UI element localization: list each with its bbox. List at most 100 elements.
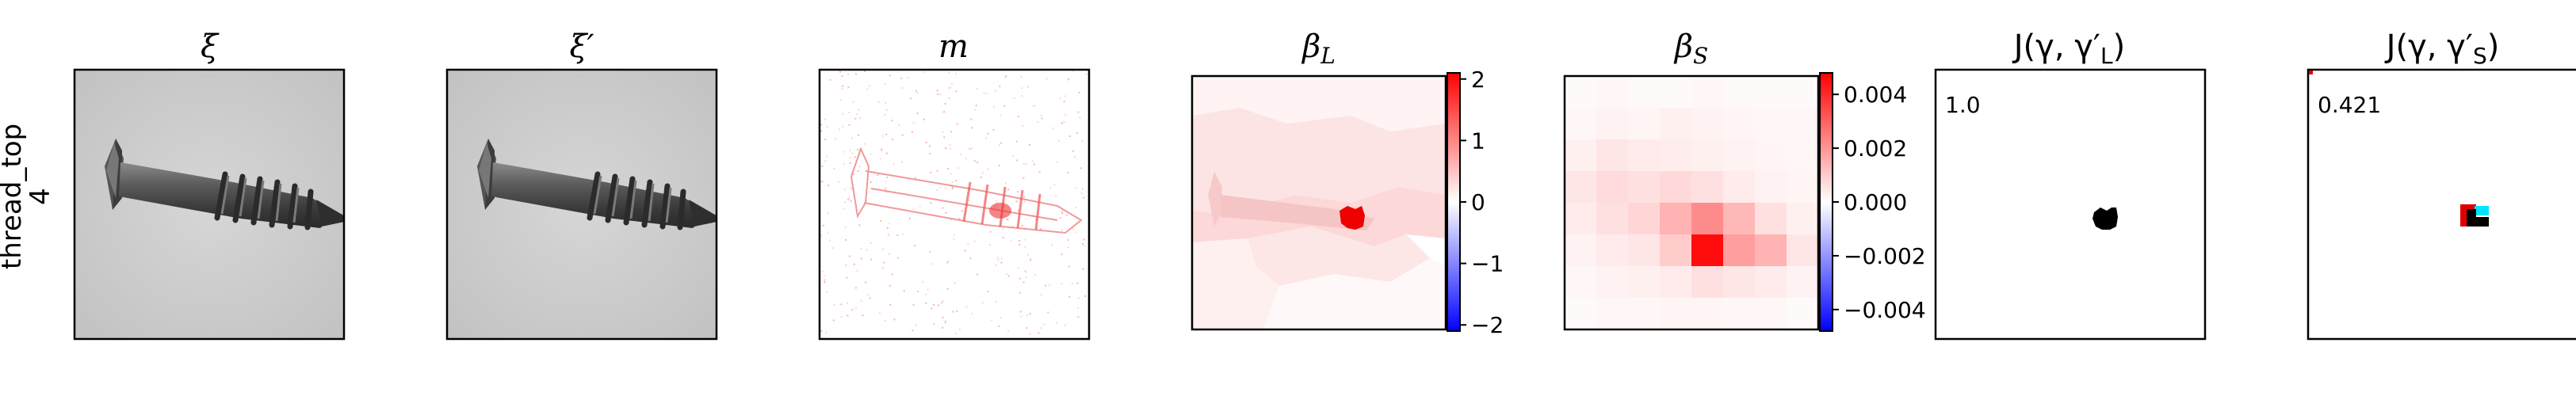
beta-S-cell — [1787, 298, 1818, 329]
panel-beta-S: βS 0.004 0.002 0.000 −0.002 −0.004 — [1563, 29, 1926, 332]
speckle-dot — [888, 234, 890, 237]
speckle-dot — [908, 218, 911, 219]
speckle-dot — [915, 89, 917, 92]
beta-S-cell — [1660, 108, 1691, 139]
speckle-dot — [824, 281, 826, 284]
speckle-dot — [889, 223, 891, 225]
speckle-dot — [866, 88, 869, 90]
beta-S-cell — [1660, 298, 1691, 329]
speckle-dot — [1002, 237, 1004, 239]
speckle-dot — [1076, 282, 1079, 284]
speckle-dot — [824, 275, 826, 277]
speckle-dot — [900, 77, 903, 79]
speckle-dot — [912, 121, 915, 124]
speckle-dot — [889, 284, 891, 287]
colorbar-beta-S: 0.004 0.002 0.000 −0.002 −0.004 — [1819, 72, 1926, 332]
speckle-dot — [936, 89, 938, 92]
speckle-dot — [1041, 294, 1043, 296]
speckle-dot — [1077, 111, 1080, 113]
speckle-dot — [846, 276, 848, 279]
speckle-dot — [953, 238, 955, 240]
speckle-dot — [1056, 161, 1058, 163]
beta-S-cell — [1565, 234, 1596, 266]
speckle-dot — [1048, 284, 1050, 286]
panel-title-J-S: J(γ, γ′S) — [2384, 29, 2500, 69]
colorbar-beta-S-tick-label: 0.000 — [1844, 189, 1907, 215]
speckle-dot — [999, 114, 1002, 116]
speckle-dot — [971, 127, 973, 129]
speckle-dot — [865, 281, 867, 284]
speckle-dot — [1022, 177, 1025, 179]
speckle-dot — [847, 198, 850, 200]
speckle-dot — [1052, 127, 1054, 129]
speckle-dot — [862, 314, 864, 317]
speckle-dot — [1018, 116, 1020, 117]
speckle-dot — [829, 78, 831, 81]
speckle-dot — [925, 293, 927, 295]
speckle-dot — [1029, 143, 1030, 146]
speckle-dot — [889, 74, 891, 77]
speckle-dot — [827, 231, 829, 234]
row-label-line-2: 4 — [25, 188, 56, 205]
colorbar-beta-L-tick-label: 0 — [1471, 189, 1485, 215]
speckle-dot — [1025, 276, 1027, 279]
beta-S-cell — [1691, 234, 1723, 266]
beta-S-cell — [1596, 266, 1628, 298]
speckle-dot — [842, 85, 843, 87]
beta-S-cell — [1691, 266, 1723, 298]
speckle-dot — [822, 224, 824, 227]
speckle-dot — [1073, 156, 1076, 158]
speckle-dot — [1016, 159, 1019, 162]
beta-S-cell — [1660, 171, 1691, 203]
speckle-dot — [860, 299, 862, 302]
speckle-dot — [1067, 172, 1069, 173]
colorbar-beta-L-tick-label: 1 — [1471, 128, 1485, 154]
beta-S-cell — [1565, 171, 1596, 203]
speckle-dot — [896, 234, 899, 237]
speckle-dot — [1007, 188, 1010, 191]
speckle-dot — [985, 93, 988, 94]
beta-S-cell — [1755, 76, 1787, 108]
speckle-dot — [891, 273, 893, 276]
speckle-dot — [902, 233, 904, 235]
speckle-dot — [991, 319, 993, 322]
speckle-dot — [930, 202, 932, 204]
speckle-dot — [1004, 77, 1007, 78]
colorbar-beta-S-tick-label: 0.004 — [1844, 82, 1907, 108]
speckle-dot — [1079, 116, 1081, 119]
speckle-dot — [947, 168, 950, 170]
speckle-dot — [854, 307, 857, 310]
speckle-dot — [1002, 227, 1004, 230]
speckle-dot — [824, 118, 827, 120]
speckle-dot — [1022, 281, 1025, 284]
speckle-dot — [870, 258, 873, 261]
speckle-dot — [1049, 187, 1052, 189]
speckle-dot — [858, 109, 860, 111]
speckle-dot — [914, 177, 916, 179]
beta-S-cell — [1723, 76, 1755, 108]
beta-S-cell — [1723, 266, 1755, 298]
beta-S-cell — [1660, 203, 1691, 234]
speckle-dot — [1024, 246, 1026, 249]
speckle-dot — [929, 250, 931, 253]
speckle-dot — [1025, 163, 1027, 166]
speckle-dot — [1040, 228, 1042, 230]
jaccard-value-L: 1.0 — [1945, 92, 1981, 118]
beta-S-cell — [1755, 298, 1787, 329]
speckle-dot — [892, 139, 894, 141]
speckle-dot — [1072, 228, 1074, 230]
mask-L — [2093, 208, 2118, 230]
speckle-dot — [860, 247, 862, 249]
speckle-dot — [869, 85, 871, 87]
beta-S-cell — [1628, 234, 1660, 266]
speckle-dot — [965, 306, 968, 308]
colorbar-bar-beta-L — [1447, 72, 1461, 332]
speckle-dot — [1063, 101, 1065, 103]
speckle-dot — [1024, 238, 1026, 241]
speckle-dot — [931, 307, 933, 310]
speckle-dot — [848, 255, 850, 257]
speckle-dot — [869, 297, 871, 299]
speckle-dot — [821, 181, 824, 183]
speckle-noise — [820, 70, 1087, 336]
speckle-dot — [955, 90, 957, 93]
